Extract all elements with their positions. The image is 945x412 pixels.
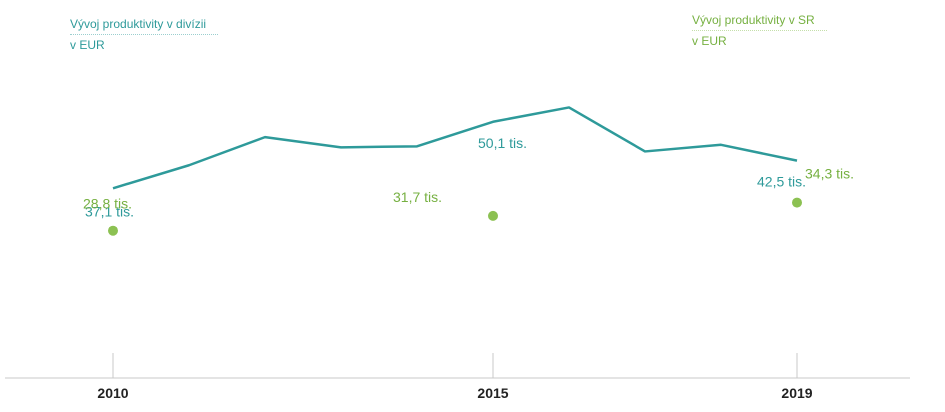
legend-sr-unit: v EUR bbox=[692, 34, 727, 48]
division-label-2015: 50,1 tis. bbox=[478, 135, 527, 151]
legend-division-title: Vývoj produktivity v divízii bbox=[70, 14, 219, 35]
legend-sr-title: Vývoj produktivity v SR bbox=[692, 10, 827, 31]
division-label-2019: 42,5 tis. bbox=[757, 174, 806, 190]
legend-division: Vývoj produktivity v divízii v EUR bbox=[70, 14, 219, 55]
sr-label-2015: 31,7 tis. bbox=[393, 189, 442, 205]
legend-sr: Vývoj produktivity v SR v EUR bbox=[692, 10, 827, 51]
division-label-2010: 37,1 tis. bbox=[85, 203, 134, 219]
sr-point-2019 bbox=[792, 197, 802, 208]
sr-label-2010: 28,8 tis. bbox=[83, 196, 132, 212]
legend-division-unit: v EUR bbox=[70, 38, 105, 52]
sr-point-2010 bbox=[108, 225, 118, 236]
x-tick-label-2015: 2015 bbox=[477, 385, 508, 401]
sr-label-2019: 34,3 tis. bbox=[805, 166, 854, 182]
division-series-line bbox=[112, 106, 798, 190]
x-tick-label-2019: 2019 bbox=[781, 385, 812, 401]
sr-point-2015 bbox=[488, 210, 498, 221]
x-tick-label-2010: 2010 bbox=[97, 385, 128, 401]
